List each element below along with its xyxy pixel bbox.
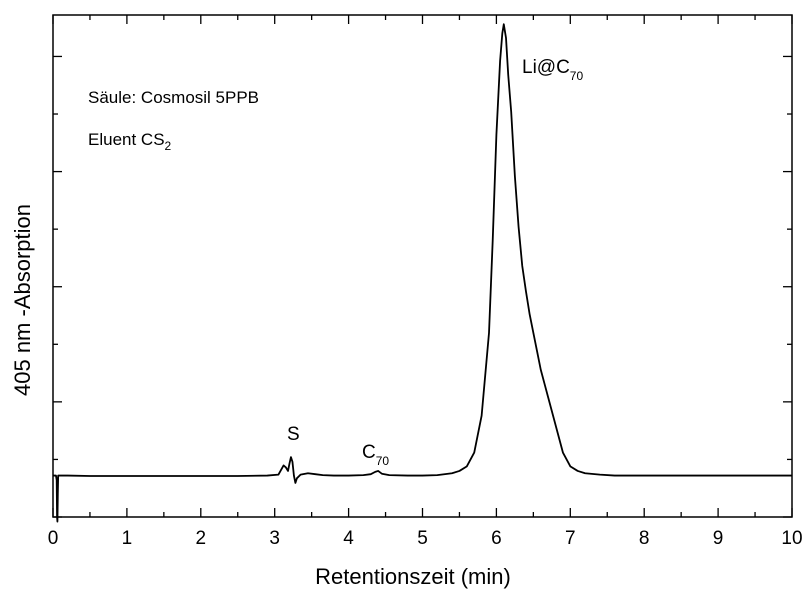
- y-axis-title: 405 nm -Absorption: [10, 204, 35, 396]
- x-tick-label: 5: [417, 528, 428, 549]
- x-axis-title: Retentionszeit (min): [315, 564, 511, 589]
- axis-ticks: [52, 15, 793, 518]
- x-tick-label: 3: [269, 528, 280, 549]
- series-line: [53, 23, 792, 523]
- x-tick-labels: 0 1 2 3 4 5 6 7 8 9 10: [48, 528, 803, 549]
- x-tick-label: 8: [639, 528, 650, 549]
- peak-label-s: S: [287, 424, 300, 445]
- annotation-column: Säule: Cosmosil 5PPB: [88, 88, 259, 107]
- annotation-eluent: Eluent CS2: [88, 130, 172, 153]
- x-tick-label: 7: [565, 528, 576, 549]
- x-tick-label: 2: [196, 528, 207, 549]
- x-tick-label: 1: [122, 528, 133, 549]
- x-tick-label: 4: [343, 528, 354, 549]
- peak-label-c70: C70: [362, 442, 389, 468]
- x-tick-label: 6: [491, 528, 502, 549]
- x-tick-label: 9: [713, 528, 724, 549]
- x-tick-label: 0: [48, 528, 59, 549]
- x-tick-label: 10: [781, 528, 802, 549]
- peak-label-li-c70: Li@C70: [522, 57, 583, 83]
